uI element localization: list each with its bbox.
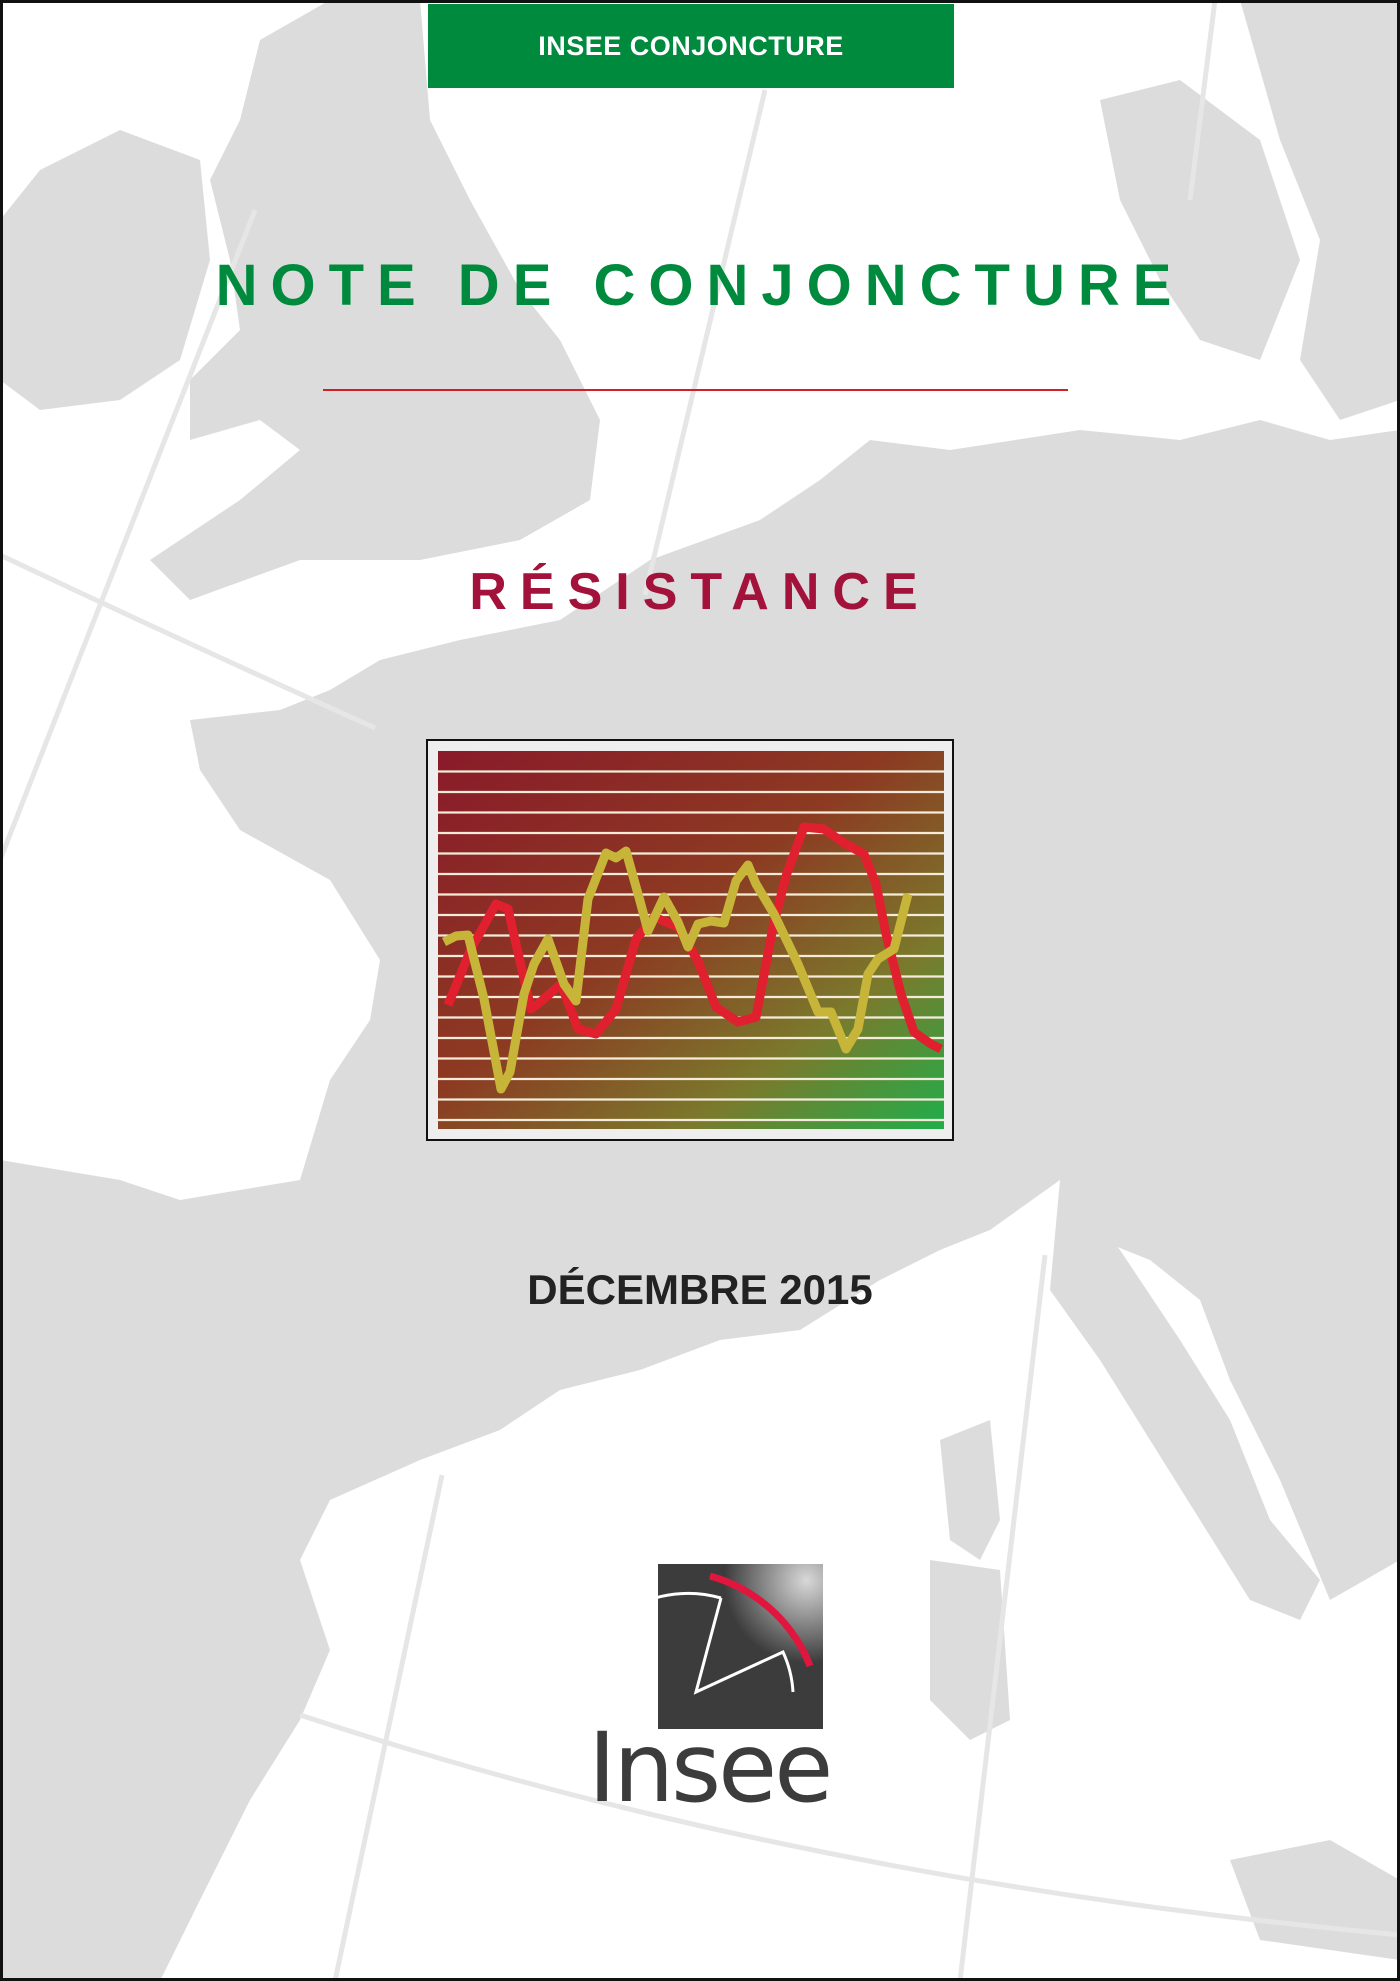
publication-date: DÉCEMBRE 2015 bbox=[527, 1266, 873, 1313]
title-divider bbox=[323, 389, 1068, 391]
insee-logo-icon bbox=[606, 1564, 823, 1729]
series-banner: INSEE CONJONCTURE bbox=[428, 4, 954, 88]
cover-illustration: (function(){var g=document.getElementByI… bbox=[426, 739, 954, 1141]
issue-title: RÉSISTANCE bbox=[469, 563, 931, 621]
publication-title: NOTE DE CONJONCTURE bbox=[215, 253, 1185, 318]
insee-logo-text: Insee bbox=[588, 1712, 833, 1824]
